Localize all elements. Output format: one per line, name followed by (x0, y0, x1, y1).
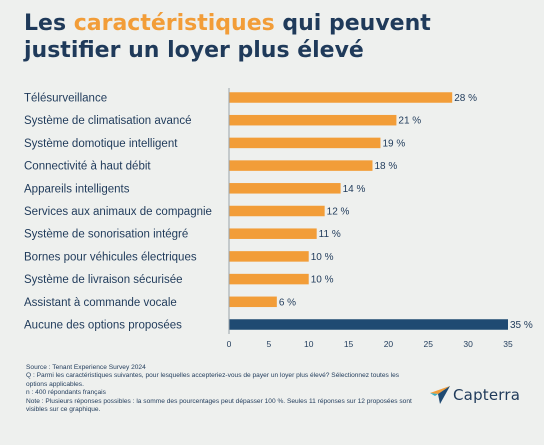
title-prefix: Les (24, 11, 74, 36)
category-label: Bornes pour véhicules électriques (24, 251, 197, 263)
bar (229, 160, 373, 171)
value-label: 18 % (374, 161, 397, 172)
category-label: Système de sonorisation intégré (24, 229, 188, 241)
footnote-source: Source : Tenant Experience Survey 2024 (26, 364, 146, 371)
bar (229, 319, 508, 330)
bar (229, 228, 317, 239)
x-tick-label: 10 (304, 339, 314, 349)
value-label: 28 % (454, 93, 477, 104)
bar (229, 137, 381, 149)
value-label: 6 % (279, 297, 296, 308)
bar (229, 114, 397, 126)
category-label: Services aux animaux de compagnie (24, 206, 212, 218)
bar-chart: Télésurveillance 28 % Système de climatisa… (24, 88, 533, 349)
value-label: 14 % (343, 184, 366, 195)
category-label: Système de livraison sécurisée (24, 274, 183, 286)
x-tick-label: 5 (266, 339, 271, 349)
bar (229, 273, 309, 285)
x-tick-label: 20 (384, 339, 394, 349)
logo-text: Capterra (453, 386, 521, 404)
category-label: Aucune des options proposées (24, 320, 182, 332)
footnote-question: Q : Parmi les caractéristiques suivantes… (26, 372, 400, 388)
bar (229, 296, 277, 308)
title-highlight: caractéristiques (73, 11, 275, 36)
bar (229, 251, 309, 262)
bar (229, 183, 341, 194)
value-label: 11 % (319, 229, 341, 240)
capterra-arrow-icon (430, 386, 450, 404)
category-label: Connectivité à haut débit (24, 161, 151, 173)
bar (229, 92, 453, 103)
footnote-sample: n : 400 répondants français (26, 389, 106, 397)
value-label: 10 % (311, 252, 334, 263)
category-label: Système de climatisation avancé (24, 115, 191, 127)
bar (229, 205, 325, 217)
value-label: 10 % (311, 275, 334, 286)
x-tick-label: 15 (344, 339, 354, 349)
x-tick-label: 35 (503, 339, 513, 349)
category-label: Système domotique intelligent (24, 138, 178, 150)
value-label: 21 % (398, 116, 421, 127)
x-tick-label: 30 (463, 339, 473, 349)
chart-title: Les caractéristiques qui peuvent justifi… (24, 10, 524, 64)
title-suffix: qui peuvent justifier un loyer plus élev… (24, 11, 431, 63)
footnote: Source : Tenant Experience Survey 2024 Q… (26, 364, 416, 414)
value-label: 19 % (382, 138, 405, 149)
footnote-note: Note : Plusieurs réponses possibles : la… (26, 397, 412, 414)
category-label: Télésurveillance (24, 93, 107, 105)
x-tick-label: 25 (424, 339, 434, 349)
category-label: Appareils intelligents (24, 183, 130, 195)
capterra-logo: Capterra (430, 386, 520, 404)
category-label: Assistant à commande vocale (24, 297, 177, 309)
x-tick-label: 0 (227, 339, 232, 349)
value-label: 12 % (327, 207, 350, 218)
value-label: 35 % (510, 320, 533, 331)
